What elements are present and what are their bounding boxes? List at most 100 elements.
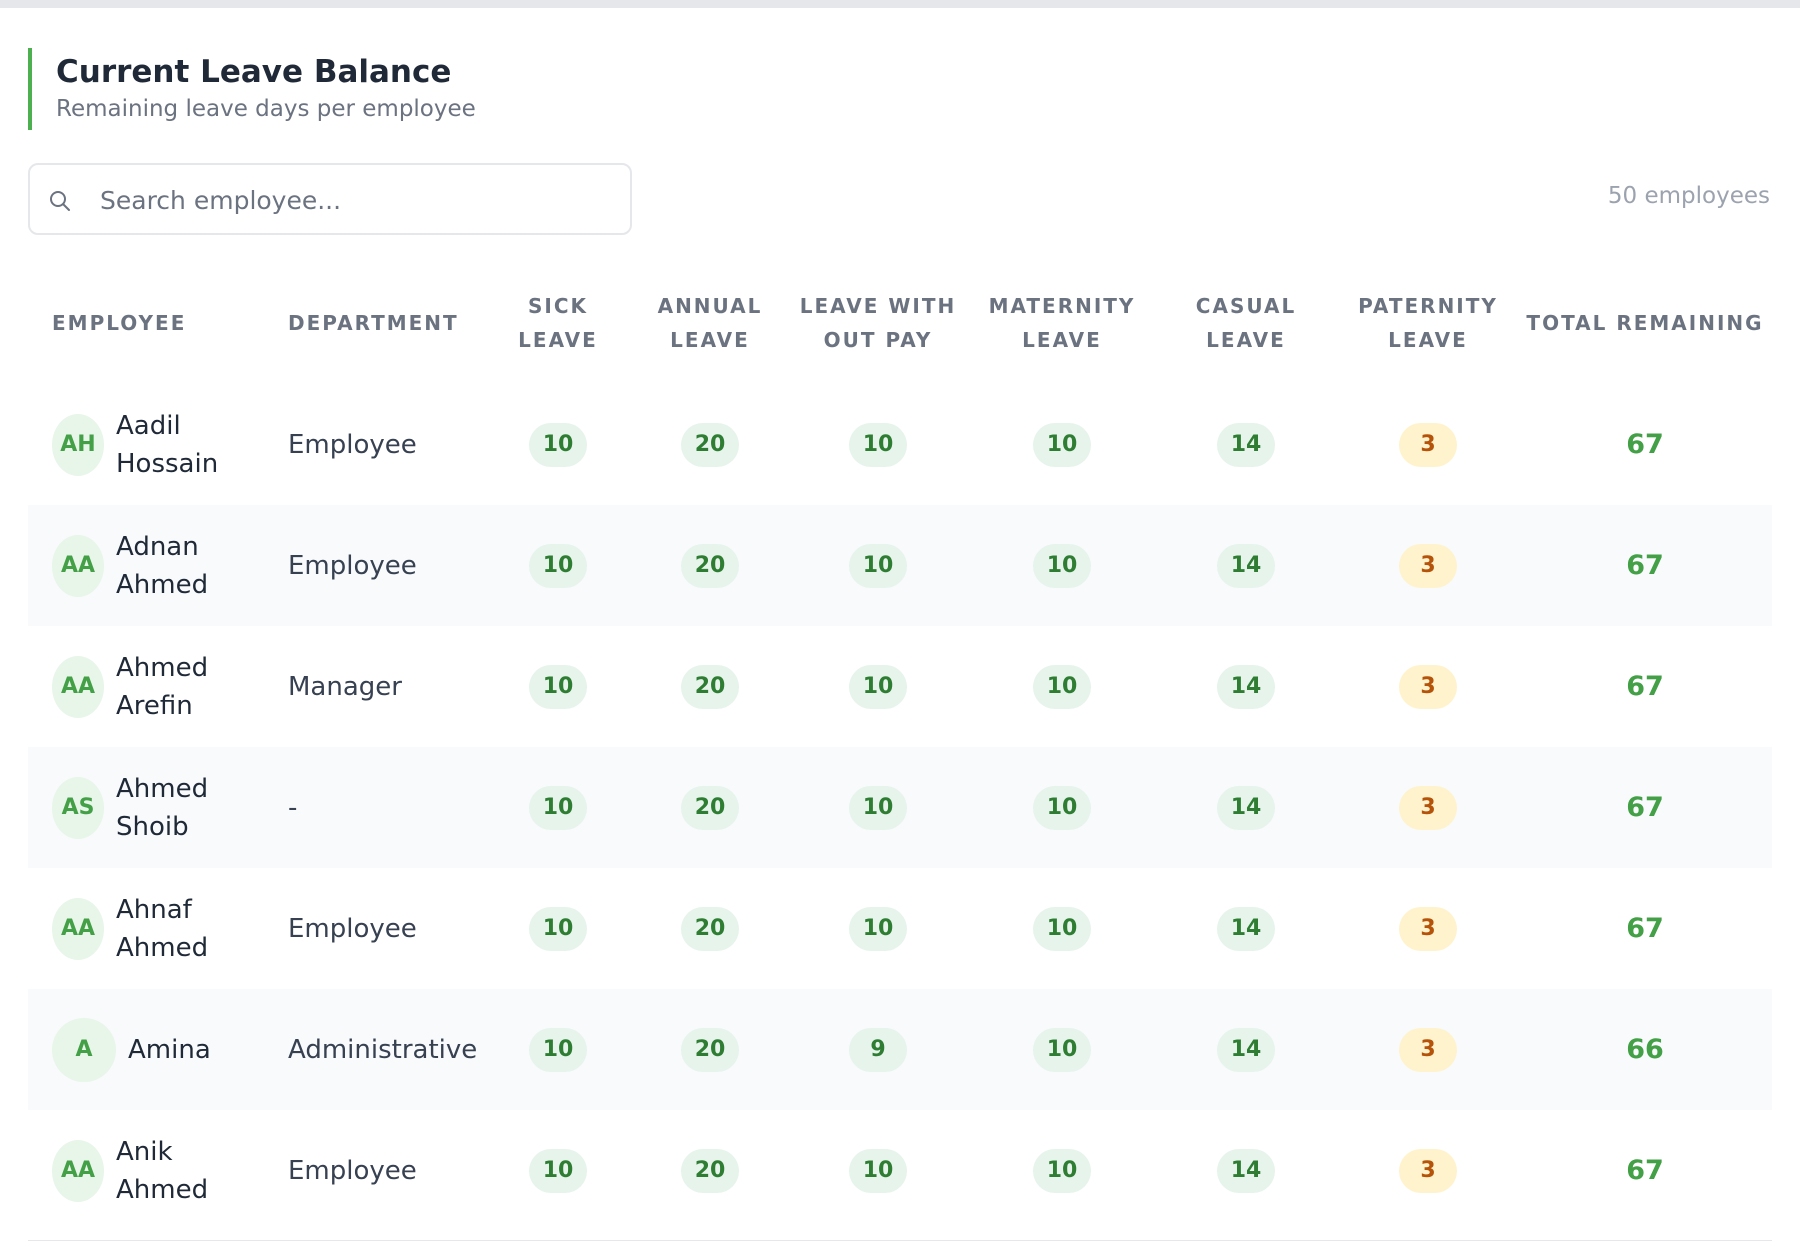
- column-header-casual-leave[interactable]: CASUAL LEAVE: [1195, 294, 1297, 352]
- employee-count: 50 employees: [1607, 183, 1770, 209]
- leave-without-pay-cell: 10: [786, 747, 970, 868]
- paternity-leave-badge: 3: [1399, 785, 1457, 830]
- annual-leave-badge: 20: [681, 906, 739, 951]
- paternity-leave-badge: 3: [1399, 1148, 1457, 1193]
- sick-leave-cell: 10: [482, 505, 634, 626]
- casual-leave-badge: 14: [1217, 664, 1275, 709]
- leave-without-pay-cell: 9: [786, 989, 970, 1110]
- column-header-maternity-leave[interactable]: MATERNITY LEAVE: [988, 294, 1136, 352]
- employee-cell: AS Ahmed Shoib: [28, 747, 268, 868]
- employee-name: Ahmed Shoib: [116, 773, 209, 842]
- paternity-leave-cell: 3: [1338, 1110, 1518, 1231]
- page-title: Current Leave Balance: [56, 54, 452, 90]
- employee-name: Anik Ahmed: [116, 1136, 209, 1205]
- paternity-leave-badge: 3: [1399, 543, 1457, 588]
- leave-without-pay-badge: 10: [849, 1148, 907, 1193]
- department-cell: Employee: [288, 913, 417, 944]
- employee-name: Ahmed Arefin: [116, 652, 209, 721]
- casual-leave-badge: 14: [1217, 1148, 1275, 1193]
- table-row[interactable]: AH Aadil Hossain Employee 10 20 10 10 14 …: [28, 384, 1772, 505]
- sick-leave-badge: 10: [529, 422, 587, 467]
- employee-cell: A Amina: [28, 989, 268, 1110]
- page-subtitle: Remaining leave days per employee: [56, 96, 476, 122]
- paternity-leave-cell: 3: [1338, 868, 1518, 989]
- search-input[interactable]: [98, 177, 602, 223]
- employee-name: Amina: [128, 1034, 211, 1065]
- annual-leave-badge: 20: [681, 422, 739, 467]
- total-remaining-cell: 67: [1626, 429, 1664, 460]
- column-header-sick-leave[interactable]: SICK LEAVE: [518, 294, 598, 352]
- maternity-leave-cell: 10: [970, 626, 1154, 747]
- leave-without-pay-badge: 10: [849, 422, 907, 467]
- department-cell: Manager: [288, 671, 402, 702]
- casual-leave-cell: 14: [1154, 989, 1338, 1110]
- casual-leave-badge: 14: [1217, 785, 1275, 830]
- annual-leave-cell: 20: [634, 1110, 786, 1231]
- maternity-leave-badge: 10: [1033, 1027, 1091, 1072]
- leave-balance-table: EMPLOYEE DEPARTMENT SICK LEAVE ANNUAL LE…: [28, 262, 1772, 1231]
- department-cell: -: [268, 747, 482, 868]
- table-row[interactable]: AS Ahmed Shoib - 10 20 10 10 14 3 67: [28, 747, 1772, 868]
- casual-leave-badge: 14: [1217, 1027, 1275, 1072]
- paternity-leave-badge: 3: [1399, 906, 1457, 951]
- maternity-leave-cell: 10: [970, 747, 1154, 868]
- table-row[interactable]: AA Ahnaf Ahmed Employee 10 20 10 10 14 3 …: [28, 868, 1772, 989]
- sick-leave-cell: 10: [482, 747, 634, 868]
- sick-leave-cell: 10: [482, 868, 634, 989]
- leave-without-pay-badge: 10: [849, 664, 907, 709]
- paternity-leave-cell: 3: [1338, 989, 1518, 1110]
- annual-leave-cell: 20: [634, 747, 786, 868]
- annual-leave-cell: 20: [634, 384, 786, 505]
- sick-leave-badge: 10: [529, 785, 587, 830]
- card-header: Current Leave Balance Remaining leave da…: [28, 48, 476, 130]
- total-remaining-cell: 67: [1626, 913, 1664, 944]
- column-header-paternity-leave[interactable]: PATERNITY LEAVE: [1358, 294, 1498, 352]
- column-header-employee[interactable]: EMPLOYEE: [52, 311, 187, 335]
- maternity-leave-badge: 10: [1033, 906, 1091, 951]
- maternity-leave-badge: 10: [1033, 1148, 1091, 1193]
- casual-leave-cell: 14: [1154, 626, 1338, 747]
- avatar: A: [52, 1017, 116, 1082]
- paternity-leave-cell: 3: [1338, 505, 1518, 626]
- column-header-annual-leave[interactable]: ANNUAL LEAVE: [657, 294, 763, 352]
- paternity-leave-cell: 3: [1338, 384, 1518, 505]
- maternity-leave-cell: 10: [970, 505, 1154, 626]
- column-header-leave-without-pay[interactable]: LEAVE WITH OUT PAY: [799, 294, 957, 352]
- annual-leave-badge: 20: [681, 785, 739, 830]
- sick-leave-badge: 10: [529, 1027, 587, 1072]
- avatar: AS: [52, 776, 104, 839]
- table-row[interactable]: AA Ahmed Arefin Manager 10 20 10 10 14 3 …: [28, 626, 1772, 747]
- maternity-leave-badge: 10: [1033, 785, 1091, 830]
- sick-leave-cell: 10: [482, 1110, 634, 1231]
- leave-without-pay-badge: 10: [849, 906, 907, 951]
- annual-leave-cell: 20: [634, 626, 786, 747]
- annual-leave-cell: 20: [634, 989, 786, 1110]
- maternity-leave-badge: 10: [1033, 543, 1091, 588]
- employee-cell: AA Ahnaf Ahmed: [28, 868, 268, 989]
- column-header-total-remaining[interactable]: TOTAL REMAINING: [1526, 311, 1764, 335]
- employee-cell: AA Anik Ahmed: [28, 1110, 268, 1231]
- column-header-department[interactable]: DEPARTMENT: [288, 311, 459, 335]
- maternity-leave-cell: 10: [970, 1110, 1154, 1231]
- annual-leave-cell: 20: [634, 868, 786, 989]
- casual-leave-cell: 14: [1154, 1110, 1338, 1231]
- table-row[interactable]: AA Anik Ahmed Employee 10 20 10 10 14 3 6…: [28, 1110, 1772, 1231]
- sick-leave-cell: 10: [482, 989, 634, 1110]
- department-cell: Employee: [268, 505, 482, 626]
- paternity-leave-badge: 3: [1399, 664, 1457, 709]
- annual-leave-badge: 20: [681, 1148, 739, 1193]
- table-row[interactable]: AA Adnan Ahmed Employee 10 20 10 10 14 3 …: [28, 505, 1772, 626]
- annual-leave-badge: 20: [681, 664, 739, 709]
- avatar: AA: [52, 655, 104, 718]
- leave-without-pay-cell: 10: [786, 384, 970, 505]
- table-row[interactable]: A Amina Administrative 10 20 9 10 14 3 66: [28, 989, 1772, 1110]
- department-cell: Employee: [288, 429, 417, 460]
- avatar: AH: [52, 413, 104, 476]
- maternity-leave-badge: 10: [1033, 422, 1091, 467]
- search-box[interactable]: [28, 163, 632, 235]
- casual-leave-cell: 14: [1154, 747, 1338, 868]
- avatar: AA: [52, 534, 104, 597]
- annual-leave-badge: 20: [681, 1027, 739, 1072]
- casual-leave-badge: 14: [1217, 422, 1275, 467]
- department-cell: Employee: [288, 1155, 417, 1186]
